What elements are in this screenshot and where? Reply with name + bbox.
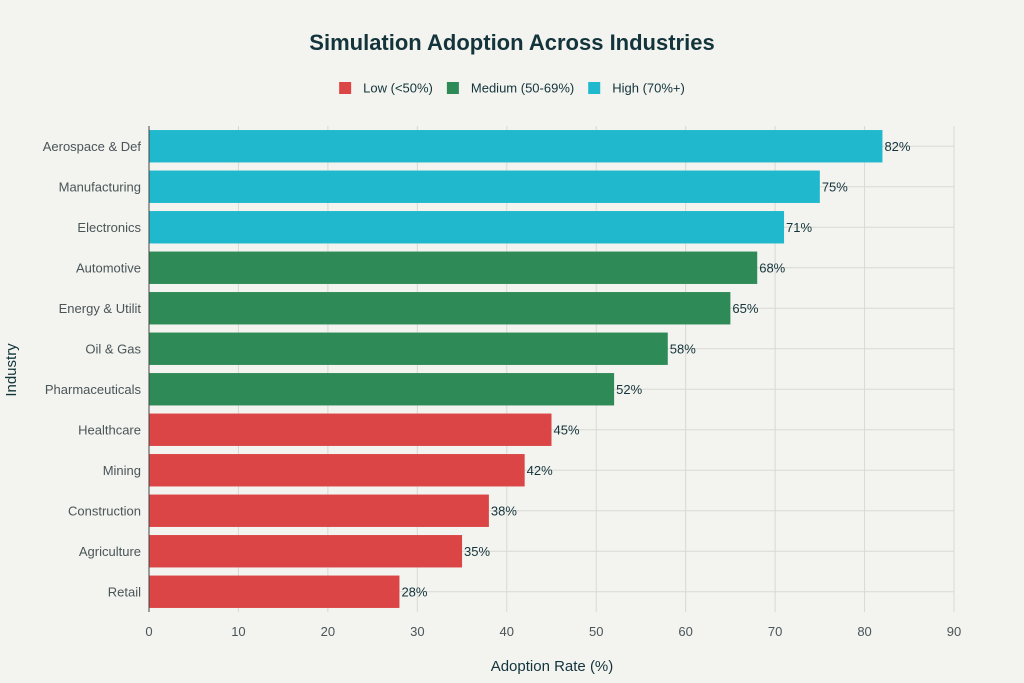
x-tick-label: 0	[145, 624, 152, 639]
bar-0	[149, 130, 883, 163]
bar-7	[149, 413, 552, 446]
x-axis-title: Adoption Rate (%)	[491, 658, 614, 675]
category-label: Manufacturing	[59, 179, 141, 194]
bar-2	[149, 211, 785, 244]
data-label: 38%	[491, 503, 517, 518]
bar-1	[149, 170, 820, 203]
x-tick-label: 10	[231, 624, 245, 639]
bar-9	[149, 494, 489, 527]
data-label: 28%	[401, 584, 427, 599]
bar-6	[149, 373, 615, 406]
x-tick-label: 90	[947, 624, 961, 639]
category-label: Construction	[68, 503, 141, 518]
x-tick-label: 70	[768, 624, 782, 639]
category-label: Agriculture	[79, 544, 141, 559]
data-label: 65%	[732, 301, 758, 316]
legend-swatch	[588, 82, 601, 94]
data-label: 82%	[884, 139, 910, 154]
category-label: Aerospace & Def	[43, 139, 142, 154]
bars	[149, 130, 883, 608]
bar-11	[149, 575, 400, 608]
x-tick-labels: 0 10 20 30 40 50 60 70 80 90	[145, 624, 961, 639]
category-label: Oil & Gas	[85, 341, 141, 356]
category-label: Retail	[108, 584, 141, 599]
category-label: Healthcare	[78, 422, 141, 437]
category-labels: Aerospace & Def Manufacturing Electronics A…	[43, 139, 142, 600]
bar-5	[149, 332, 668, 365]
category-label: Automotive	[76, 260, 141, 275]
legend-item-medium: Medium (50-69%)	[446, 81, 574, 96]
data-label: 75%	[822, 179, 848, 194]
bar-4	[149, 292, 731, 325]
legend-item-low: Low (<50%)	[339, 81, 433, 96]
y-axis-title: Industry	[3, 343, 20, 397]
legend-label: High (70%+)	[612, 81, 685, 96]
x-tick-label: 20	[321, 624, 335, 639]
legend-swatch	[339, 82, 352, 94]
data-labels: 82% 75% 71% 68% 65% 58% 52% 45% 42% 38% 35% 28%	[401, 139, 910, 600]
data-label: 42%	[527, 463, 553, 478]
legend-label: Medium (50-69%)	[471, 81, 574, 96]
data-label: 52%	[616, 382, 642, 397]
x-tick-label: 40	[500, 624, 514, 639]
data-label: 71%	[786, 220, 812, 235]
legend-item-high: High (70%+)	[588, 81, 685, 96]
data-label: 58%	[670, 341, 696, 356]
category-label: Pharmaceuticals	[45, 382, 142, 397]
x-tick-label: 30	[410, 624, 424, 639]
data-label: 68%	[759, 260, 785, 275]
x-tick-label: 60	[678, 624, 692, 639]
legend-swatch	[446, 82, 459, 94]
legend: Low (<50%) Medium (50-69%) High (70%+)	[339, 81, 685, 96]
x-tick-label: 80	[857, 624, 871, 639]
category-label: Mining	[103, 463, 141, 478]
chart-title: Simulation Adoption Across Industries	[309, 30, 714, 55]
bar-8	[149, 454, 525, 487]
legend-label: Low (<50%)	[363, 81, 433, 96]
bar-3	[149, 251, 758, 284]
x-tick-label: 50	[589, 624, 603, 639]
category-label: Electronics	[77, 220, 141, 235]
data-label: 35%	[464, 544, 490, 559]
category-label: Energy & Utilit	[59, 301, 142, 316]
data-label: 45%	[554, 422, 580, 437]
bar-10	[149, 535, 463, 568]
